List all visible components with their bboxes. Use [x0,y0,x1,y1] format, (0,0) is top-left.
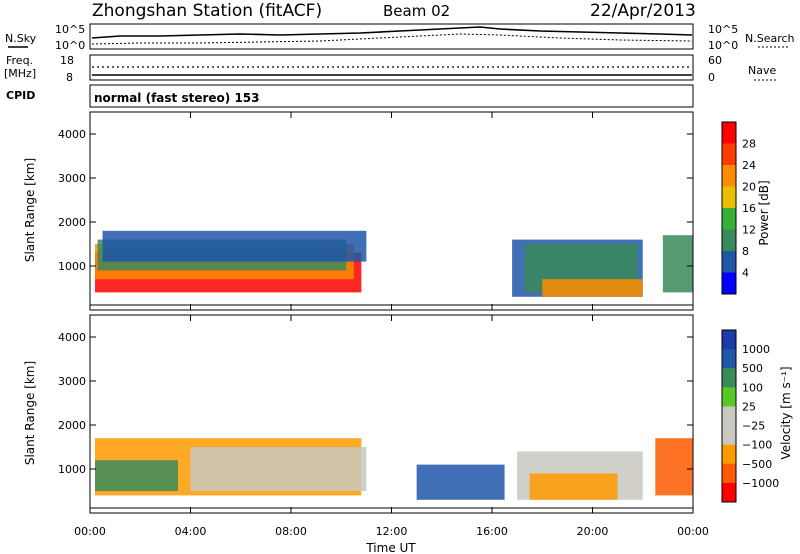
velocity-colorbar-tick-label: −1000 [742,477,779,490]
xtick-label: 00:00 [677,525,709,538]
freq-label: Freq. [6,54,33,67]
power-colorbar-tick-label: 4 [742,267,749,280]
velocity-colorbar-swatch [722,330,736,350]
power-ytick-label: 3000 [58,172,86,185]
velocity-echo-region [416,464,505,500]
cpid-panel: CPID normal (fast stereo) 153 [6,84,694,108]
freq-left-tick-bottom: 8 [66,71,73,84]
noise-search-line [91,33,693,45]
velocity-colorbar-tick-label: 500 [742,362,763,375]
velocity-colorbar: 1000 500 100 25 −25 −100 −500 −1000 [721,329,779,503]
power-colorbar-tick-label: 16 [742,202,756,215]
freq-panel: Freq. [MHz] 18 8 60 0 Nave [4,54,776,84]
velocity-colorbar-swatch [722,463,736,484]
noise-right-tick-top: 10^5 [708,23,738,36]
power-echo-region [542,279,643,297]
power-colorbar-tick-label: 12 [742,224,756,237]
power-colorbar-swatch [722,143,736,166]
velocity-colorbar-tick-label: 100 [742,381,763,394]
power-colorbar-tick-label: 28 [742,138,756,151]
velocity-colorbar-tick-label: 1000 [742,343,770,356]
noise-sky-label: N.Sky [5,32,37,45]
velocity-echo-region [529,473,618,500]
noise-sky-line [91,26,693,39]
date-label: 22/Apr/2013 [590,1,696,21]
freq-right-tick-top: 60 [708,54,722,67]
velocity-ytick-label: 2000 [58,419,86,432]
noise-panel: N.Sky 10^5 10^0 10^5 10^0 N.Search [5,23,795,52]
velocity-echo-region [190,447,367,491]
power-ytick-label: 4000 [58,128,86,141]
beam-label: Beam 02 [383,2,450,20]
velocity-colorbar-swatch [722,482,736,503]
velocity-ytick-label: 1000 [58,463,86,476]
velocity-ytick-label: 4000 [58,331,86,344]
power-colorbar-swatch [722,229,736,252]
velocity-colorbar-swatch [722,349,736,369]
power-ytick-label: 1000 [58,260,86,273]
freq-right-tick-bottom: 0 [708,71,715,84]
velocity-colorbar-tick-label: −100 [742,439,772,452]
xtick-label: 08:00 [275,525,307,538]
velocity-colorbar-tick-label: 25 [742,400,756,413]
velocity-colorbar-frame [721,329,737,503]
power-echo-region [102,230,367,262]
velocity-ylabel: Slant Range [km] [23,361,37,465]
nave-label: Nave [748,64,776,77]
power-colorbar-frame [721,121,737,295]
velocity-echo-region [95,460,178,491]
velocity-colorbar-tick-label: −25 [742,420,765,433]
velocity-colorbar-label: Velocity [m s⁻¹] [779,366,793,459]
velocity-panel: Slant Range [km] 1000 2000 3000 4000 1000 50… [23,314,793,514]
velocity-colorbar-swatch [722,368,736,388]
power-colorbar-swatch [722,208,736,230]
xtick-label: 00:00 [74,525,106,538]
power-echo-region [662,235,693,293]
power-colorbar-swatch [722,251,736,273]
noise-left-tick-top: 10^5 [55,23,85,36]
velocity-colorbar-swatch [722,406,736,427]
velocity-colorbar-swatch [722,444,736,465]
velocity-colorbar-tick-label: −500 [742,458,772,471]
power-colorbar-swatch [722,272,736,295]
x-axis-label: Time UT [365,541,416,554]
station-title: Zhongshan Station (fitACF) [92,1,322,21]
xtick-label: 04:00 [175,525,207,538]
power-panel: Slant Range [km] 1000 2000 3000 4000 28 24 20… [23,111,771,311]
noise-left-tick-bottom: 10^0 [55,39,85,52]
power-colorbar-swatch [722,122,736,144]
velocity-colorbar-swatch [722,425,736,446]
noise-search-label: N.Search [745,32,795,45]
power-ytick-label: 2000 [58,216,86,229]
power-colorbar-swatch [722,186,736,209]
velocity-echo-region [655,438,693,496]
freq-unit-label: [MHz] [4,67,36,80]
power-ylabel: Slant Range [km] [23,158,37,262]
velocity-colorbar-swatch [722,387,736,407]
noise-right-tick-bottom: 10^0 [708,39,738,52]
velocity-ytick-label: 3000 [58,375,86,388]
xtick-label: 16:00 [476,525,508,538]
cpid-value: normal (fast stereo) 153 [94,91,260,105]
power-colorbar-swatch [722,165,736,187]
freq-left-tick-top: 18 [60,54,74,67]
power-colorbar-tick-label: 24 [742,159,756,172]
power-colorbar: 28 24 20 16 12 8 4 [721,121,756,295]
xtick-label: 20:00 [577,525,609,538]
power-colorbar-tick-label: 8 [742,245,749,258]
power-colorbar-tick-label: 20 [742,181,756,194]
xtick-label: 12:00 [376,525,408,538]
power-colorbar-label: Power [dB] [757,180,771,245]
cpid-label: CPID [6,89,35,102]
